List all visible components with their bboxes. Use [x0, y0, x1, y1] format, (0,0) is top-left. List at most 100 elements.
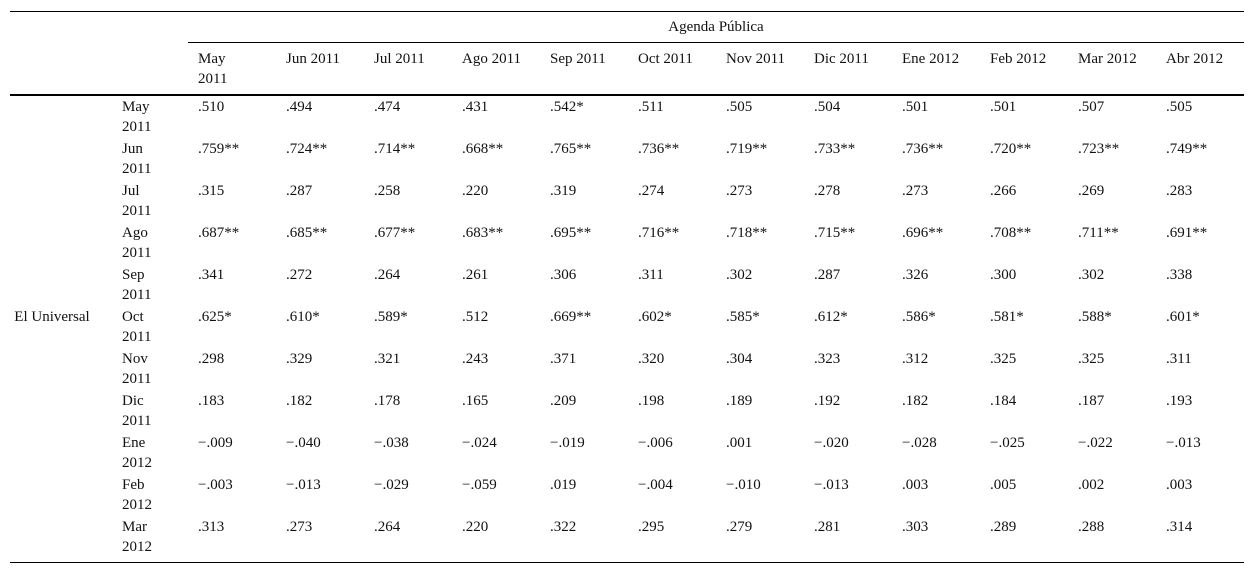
- cell-value: .625*: [198, 309, 232, 325]
- cell-value: .184: [990, 393, 1017, 409]
- cell-value: .749**: [1166, 141, 1208, 157]
- row-label: Ene 2012: [122, 435, 152, 471]
- cell-value: .320: [638, 351, 665, 367]
- cell-value: .311: [1166, 351, 1192, 367]
- column-header: Nov 2011: [726, 51, 786, 67]
- cell-value: .341: [198, 267, 225, 283]
- cell-value: .581*: [990, 309, 1024, 325]
- cell-value: .220: [462, 519, 489, 535]
- cell-value: .182: [902, 393, 929, 409]
- group-rule: [188, 42, 1244, 43]
- cell-value: .715**: [814, 225, 856, 241]
- cell-value: .723**: [1078, 141, 1120, 157]
- row-label: Feb 2012: [122, 477, 152, 513]
- cell-value: .311: [638, 267, 664, 283]
- cell-value: −.028: [902, 435, 937, 451]
- cell-value: .505: [726, 99, 753, 115]
- cell-value: .192: [814, 393, 841, 409]
- cell-value: .431: [462, 99, 489, 115]
- cell-value: .182: [286, 393, 313, 409]
- cell-value: −.013: [814, 477, 849, 493]
- cell-value: .209: [550, 393, 577, 409]
- cell-value: −.025: [990, 435, 1025, 451]
- cell-value: .325: [990, 351, 1017, 367]
- cell-value: .691**: [1166, 225, 1208, 241]
- bottom-rule: [10, 562, 1244, 563]
- cell-value: .474: [374, 99, 401, 115]
- cell-value: .588*: [1078, 309, 1112, 325]
- column-header: Abr 2012: [1166, 51, 1224, 67]
- cell-value: .716**: [638, 225, 680, 241]
- cell-value: .683**: [462, 225, 504, 241]
- column-header: Jul 2011: [374, 51, 425, 67]
- cell-value: .718**: [726, 225, 768, 241]
- cell-value: .720**: [990, 141, 1032, 157]
- cell-value: .258: [374, 183, 401, 199]
- cell-value: .511: [638, 99, 664, 115]
- cell-value: .504: [814, 99, 841, 115]
- cell-value: .187: [1078, 393, 1105, 409]
- cell-value: .329: [286, 351, 313, 367]
- cell-value: .295: [638, 519, 665, 535]
- row-group-label: El Universal: [14, 309, 90, 325]
- cell-value: .322: [550, 519, 577, 535]
- cell-value: .003: [1166, 477, 1193, 493]
- cell-value: .736**: [902, 141, 944, 157]
- cell-value: .302: [1078, 267, 1105, 283]
- row-label: Sep 2011: [122, 267, 152, 303]
- cell-value: .283: [1166, 183, 1193, 199]
- cell-value: .288: [1078, 519, 1105, 535]
- cell-value: .765**: [550, 141, 592, 157]
- cell-value: .696**: [902, 225, 944, 241]
- cell-value: .602*: [638, 309, 672, 325]
- row-label: Nov 2011: [122, 351, 152, 387]
- cell-value: .264: [374, 519, 401, 535]
- column-header: Dic 2011: [814, 51, 869, 67]
- row-label: Oct 2011: [122, 309, 152, 345]
- cell-value: .178: [374, 393, 401, 409]
- column-header: Mar 2012: [1078, 51, 1137, 67]
- cell-value: −.024: [462, 435, 497, 451]
- cell-value: −.010: [726, 477, 761, 493]
- cell-value: .589*: [374, 309, 408, 325]
- column-header: Ene 2012: [902, 51, 960, 67]
- cell-value: .507: [1078, 99, 1105, 115]
- cell-value: .542*: [550, 99, 584, 115]
- row-label: Dic 2011: [122, 393, 152, 429]
- cell-value: .510: [198, 99, 225, 115]
- row-label: Jul 2011: [122, 183, 152, 219]
- row-label: Jun 2011: [122, 141, 152, 177]
- cell-value: .323: [814, 351, 841, 367]
- cell-value: −.040: [286, 435, 321, 451]
- cell-value: .724**: [286, 141, 328, 157]
- cell-value: .719**: [726, 141, 768, 157]
- cell-value: −.029: [374, 477, 409, 493]
- cell-value: .314: [1166, 519, 1193, 535]
- row-label: May 2011: [122, 99, 152, 135]
- cell-value: −.013: [1166, 435, 1201, 451]
- cell-value: .494: [286, 99, 313, 115]
- cell-value: .279: [726, 519, 753, 535]
- cell-value: .287: [286, 183, 313, 199]
- cell-value: .165: [462, 393, 489, 409]
- cell-value: .601*: [1166, 309, 1200, 325]
- column-header: Oct 2011: [638, 51, 693, 67]
- column-header: Feb 2012: [990, 51, 1047, 67]
- cell-value: .298: [198, 351, 225, 367]
- cell-value: .668**: [462, 141, 504, 157]
- cell-value: .586*: [902, 309, 936, 325]
- column-header: May 2011: [198, 51, 228, 87]
- cell-value: .261: [462, 267, 489, 283]
- cell-value: .325: [1078, 351, 1105, 367]
- cell-value: .612*: [814, 309, 848, 325]
- cell-value: .315: [198, 183, 225, 199]
- cell-value: .272: [286, 267, 313, 283]
- cell-value: .003: [902, 477, 929, 493]
- cell-value: .303: [902, 519, 929, 535]
- group-header: Agenda Pública: [668, 19, 764, 35]
- cell-value: .302: [726, 267, 753, 283]
- cell-value: .585*: [726, 309, 760, 325]
- cell-value: .610*: [286, 309, 320, 325]
- cell-value: .198: [638, 393, 665, 409]
